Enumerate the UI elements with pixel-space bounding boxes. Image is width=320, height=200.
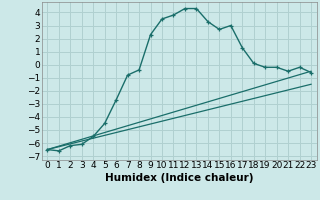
X-axis label: Humidex (Indice chaleur): Humidex (Indice chaleur)	[105, 173, 253, 183]
